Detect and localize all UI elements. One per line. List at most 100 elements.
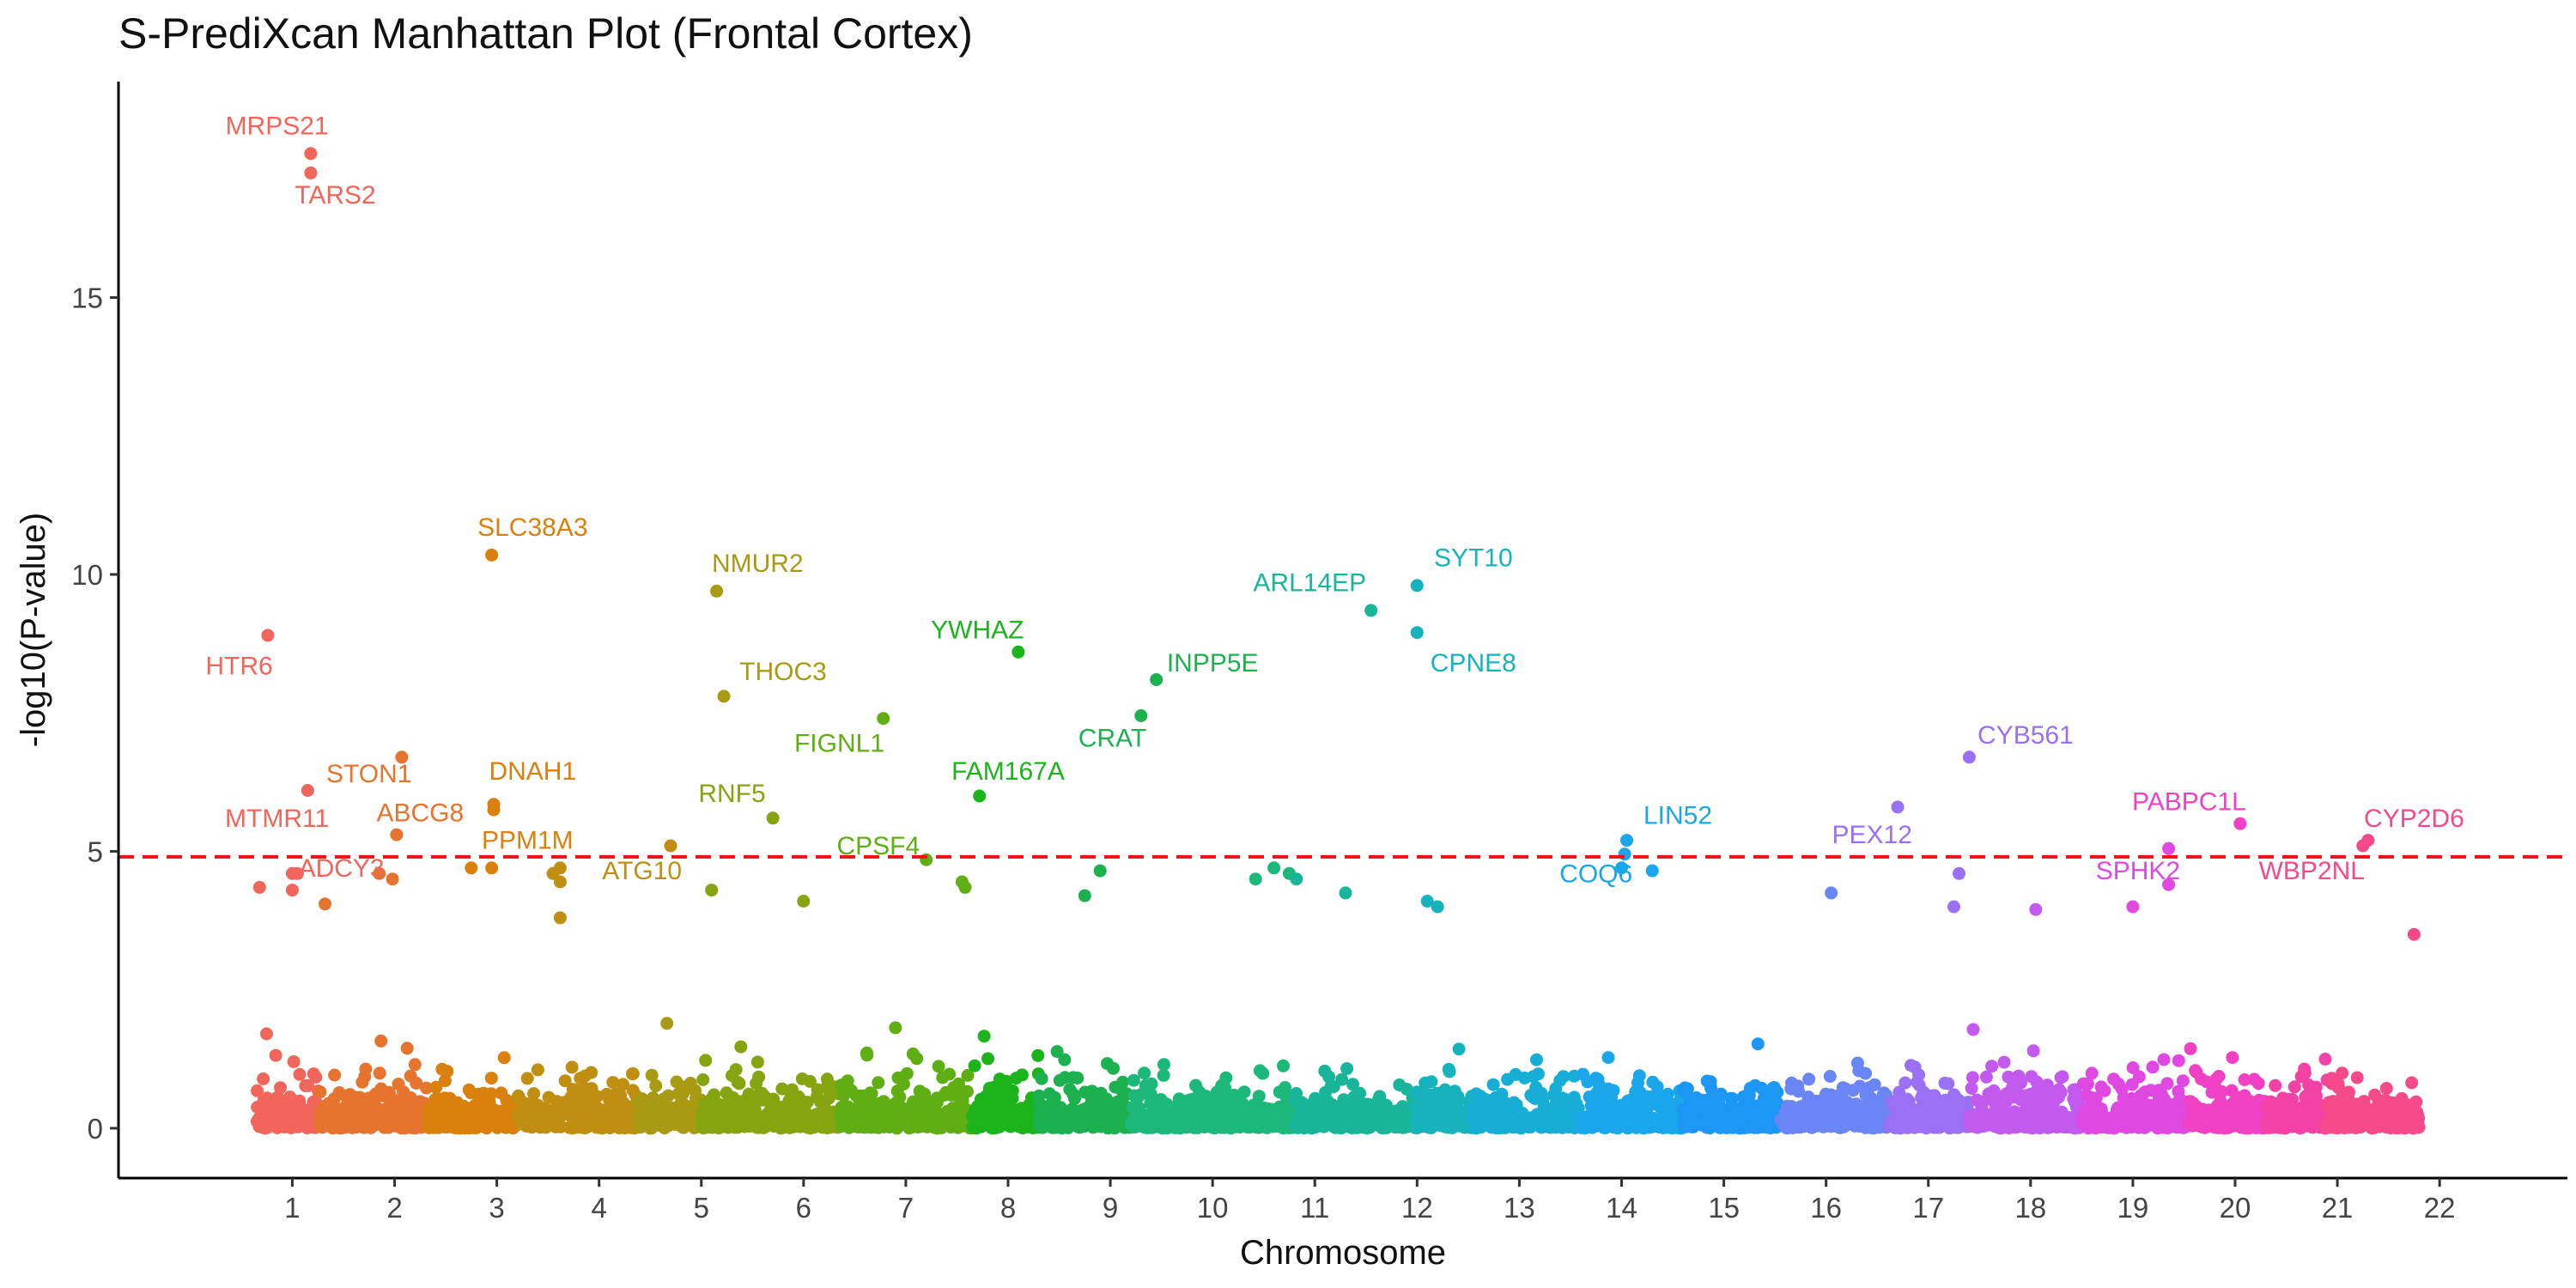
gene-point <box>2362 1108 2376 1121</box>
gene-point <box>1736 1091 1750 1103</box>
gene-point <box>561 1097 574 1111</box>
gene-point <box>1127 1073 1140 1087</box>
gene-point <box>258 1115 272 1129</box>
gene-point <box>734 1040 748 1054</box>
gene-point <box>2372 1118 2385 1132</box>
significant-gene-point <box>1620 834 1633 848</box>
gene-point <box>466 1120 480 1133</box>
gene-point <box>1522 1117 1536 1130</box>
gene-point <box>369 1087 383 1101</box>
gene-point <box>2044 1084 2057 1098</box>
gene-point <box>837 1089 851 1103</box>
gene-point <box>2276 1116 2290 1130</box>
gene-point <box>1596 1113 1610 1127</box>
gene-point <box>355 1075 369 1089</box>
gene-point <box>658 1092 671 1106</box>
gene-point <box>764 1102 778 1115</box>
gene-point <box>1249 872 1262 886</box>
gene-point <box>2325 1077 2339 1091</box>
gene-point <box>1066 1071 1080 1084</box>
gene-point <box>1941 1077 1955 1091</box>
gene-point <box>513 1093 527 1107</box>
gene-point <box>1234 1120 1248 1133</box>
gene-point <box>1704 1078 1717 1092</box>
gene-point <box>1844 1115 1857 1129</box>
gene-point <box>2092 1119 2105 1133</box>
gene-label: PEX12 <box>1832 821 1911 849</box>
gene-point <box>1237 1085 1251 1099</box>
gene-point <box>1701 1109 1715 1122</box>
gene-point <box>872 1097 886 1110</box>
significant-gene-point <box>1134 709 1148 722</box>
gene-point <box>289 1117 303 1131</box>
gene-label: THOC3 <box>739 658 827 686</box>
gene-point <box>2190 1066 2203 1079</box>
gene-point <box>2026 1044 2040 1058</box>
gene-point <box>497 1051 511 1065</box>
gene-point <box>977 1030 991 1043</box>
gene-point <box>1147 1106 1161 1120</box>
gene-point <box>462 1083 476 1097</box>
gene-point <box>1093 864 1107 878</box>
gene-point <box>738 1120 751 1133</box>
gene-point <box>2025 1110 2038 1124</box>
gene-point <box>322 1097 336 1110</box>
gene-point <box>1031 1048 1045 1062</box>
gene-point <box>501 1120 514 1133</box>
gene-point <box>1106 1110 1120 1124</box>
gene-point <box>2339 1105 2353 1119</box>
gene-point <box>1348 1094 1362 1108</box>
gene-point <box>982 1081 996 1095</box>
significant-gene-point <box>304 147 318 161</box>
gene-point <box>1823 1070 1837 1083</box>
significant-gene-point <box>1410 579 1424 592</box>
gene-label: HTR6 <box>205 652 272 680</box>
gene-point <box>2012 1069 2026 1083</box>
gene-point <box>1645 864 1659 878</box>
gene-point <box>1782 1116 1795 1130</box>
gene-point <box>1393 1078 1406 1091</box>
gene-point <box>2318 1053 2332 1066</box>
gene-point <box>946 1102 960 1115</box>
gene-point <box>2341 1091 2354 1104</box>
gene-point <box>787 1110 800 1124</box>
gene-label: ATG10 <box>602 857 682 885</box>
gene-point <box>487 1116 501 1130</box>
gene-point <box>2398 1121 2411 1135</box>
y-tick-label: 10 <box>71 559 103 591</box>
gene-point <box>2251 1077 2265 1091</box>
significant-gene-point <box>664 839 677 853</box>
gene-point <box>1452 1042 1466 1056</box>
gene-point <box>371 1106 384 1119</box>
gene-point <box>1091 1092 1104 1106</box>
gene-point <box>1549 1082 1563 1096</box>
gene-point <box>1938 1094 1952 1108</box>
gene-label: MRPS21 <box>226 112 329 141</box>
gene-point <box>1430 1086 1443 1100</box>
gene-label: FAM167A <box>951 757 1065 786</box>
gene-point <box>410 1076 423 1090</box>
gene-point <box>251 1101 264 1114</box>
gene-point <box>763 1116 777 1130</box>
gene-point <box>1346 1078 1359 1091</box>
gene-point <box>2226 1051 2239 1065</box>
gene-point <box>1680 1085 1693 1099</box>
gene-point <box>1494 1101 1508 1115</box>
gene-point <box>257 1072 270 1085</box>
gene-point <box>1101 1057 1114 1071</box>
gene-point <box>374 1034 388 1048</box>
gene-point <box>2135 1089 2148 1103</box>
gene-point <box>276 1114 289 1127</box>
gene-label: CYB561 <box>1978 721 2074 750</box>
gene-point <box>422 1121 436 1134</box>
gene-point <box>1530 1053 1543 1066</box>
gene-point <box>1086 1121 1100 1134</box>
x-tick-label: 7 <box>898 1192 914 1224</box>
gene-point <box>1385 1111 1399 1125</box>
gene-point <box>1295 1096 1309 1109</box>
gene-point <box>782 1094 796 1108</box>
gene-point <box>2215 1084 2228 1098</box>
gene-point <box>750 1077 763 1091</box>
gene-point <box>1185 1093 1198 1107</box>
